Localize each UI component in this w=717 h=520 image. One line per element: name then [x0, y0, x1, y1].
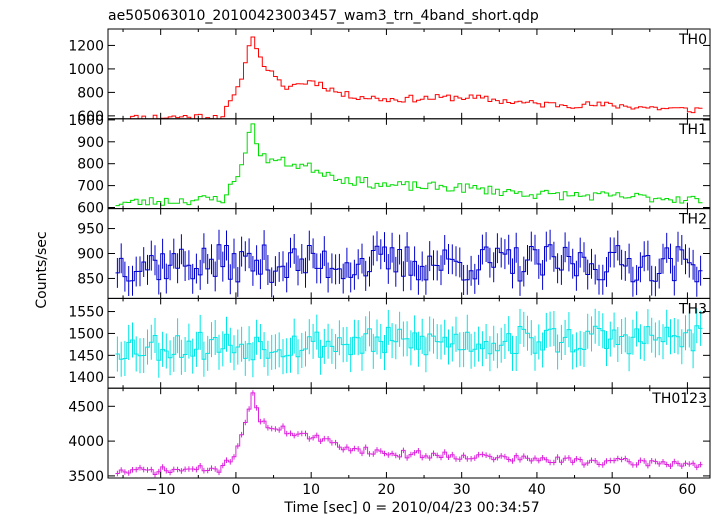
y-tick-label: 1450 [68, 348, 104, 364]
y-tick-label: 1400 [68, 370, 104, 386]
panel-th1: 600 700 800 900 1000 TH1 [68, 113, 711, 217]
x-tick-label: 50 [603, 482, 621, 498]
panel-label: TH1 [678, 122, 707, 138]
series-th1 [115, 123, 703, 207]
chart-title: ae505063010_20100423003457_wam3_trn_4ban… [108, 8, 539, 24]
y-tick-label: 1550 [68, 305, 104, 321]
y-tick-label: 3500 [68, 469, 104, 485]
y-tick-label: 1500 [68, 326, 104, 342]
x-tick-label: 40 [528, 482, 546, 498]
panel-label: TH0 [678, 32, 707, 48]
y-tick-label: 850 [77, 271, 104, 287]
x-tick-label: 60 [679, 482, 697, 498]
panel-label: TH2 [678, 212, 707, 228]
light-curve-th0 [122, 36, 703, 119]
panel-th0123: 3500 4000 4500 TH0123 [68, 387, 711, 485]
y-tick-label: 600 [77, 109, 104, 125]
y-tick-label: 700 [77, 179, 104, 195]
x-tick-label: 10 [302, 482, 320, 498]
y-tick-label: 600 [77, 201, 104, 217]
panel-th3: 1400 1450 1500 1550 TH3 [68, 297, 711, 389]
y-tick-label: 800 [77, 85, 104, 101]
y-tick-label: 4000 [68, 434, 104, 450]
y-tick-label: 950 [77, 222, 104, 238]
x-axis-label: Time [sec] 0 = 2010/04/23 00:34:57 [283, 500, 539, 516]
series-th3 [115, 308, 703, 378]
panel-label: TH3 [678, 301, 707, 317]
y-tick-label: 1200 [68, 38, 104, 54]
y-tick-label: 900 [77, 247, 104, 263]
y-tick-label: 900 [77, 135, 104, 151]
light-curve-th0123 [115, 392, 703, 475]
series-th0 [122, 36, 703, 119]
x-tick-label: 0 [231, 482, 240, 498]
y-tick-label: 1000 [68, 113, 104, 129]
panel-th0: 600 800 1000 1200 TH0 [68, 28, 711, 125]
series-th2 [115, 229, 703, 298]
panel-th2: 850 900 950 TH2 [77, 208, 711, 299]
x-tick-label: 30 [453, 482, 471, 498]
y-axis-label: Counts/sec [34, 231, 50, 308]
series-th0123 [115, 390, 703, 478]
y-tick-label: 1000 [68, 62, 104, 78]
light-curve-th1 [115, 123, 703, 207]
x-tick-label: −10 [146, 482, 176, 498]
light-curve-th2 [115, 244, 703, 283]
y-tick-label: 800 [77, 157, 104, 173]
light-curve-th3 [115, 325, 703, 361]
panel-frame [107, 387, 711, 479]
y-tick-label: 4500 [68, 399, 104, 415]
x-tick-label: 20 [378, 482, 396, 498]
panel-label: TH0123 [651, 391, 707, 407]
